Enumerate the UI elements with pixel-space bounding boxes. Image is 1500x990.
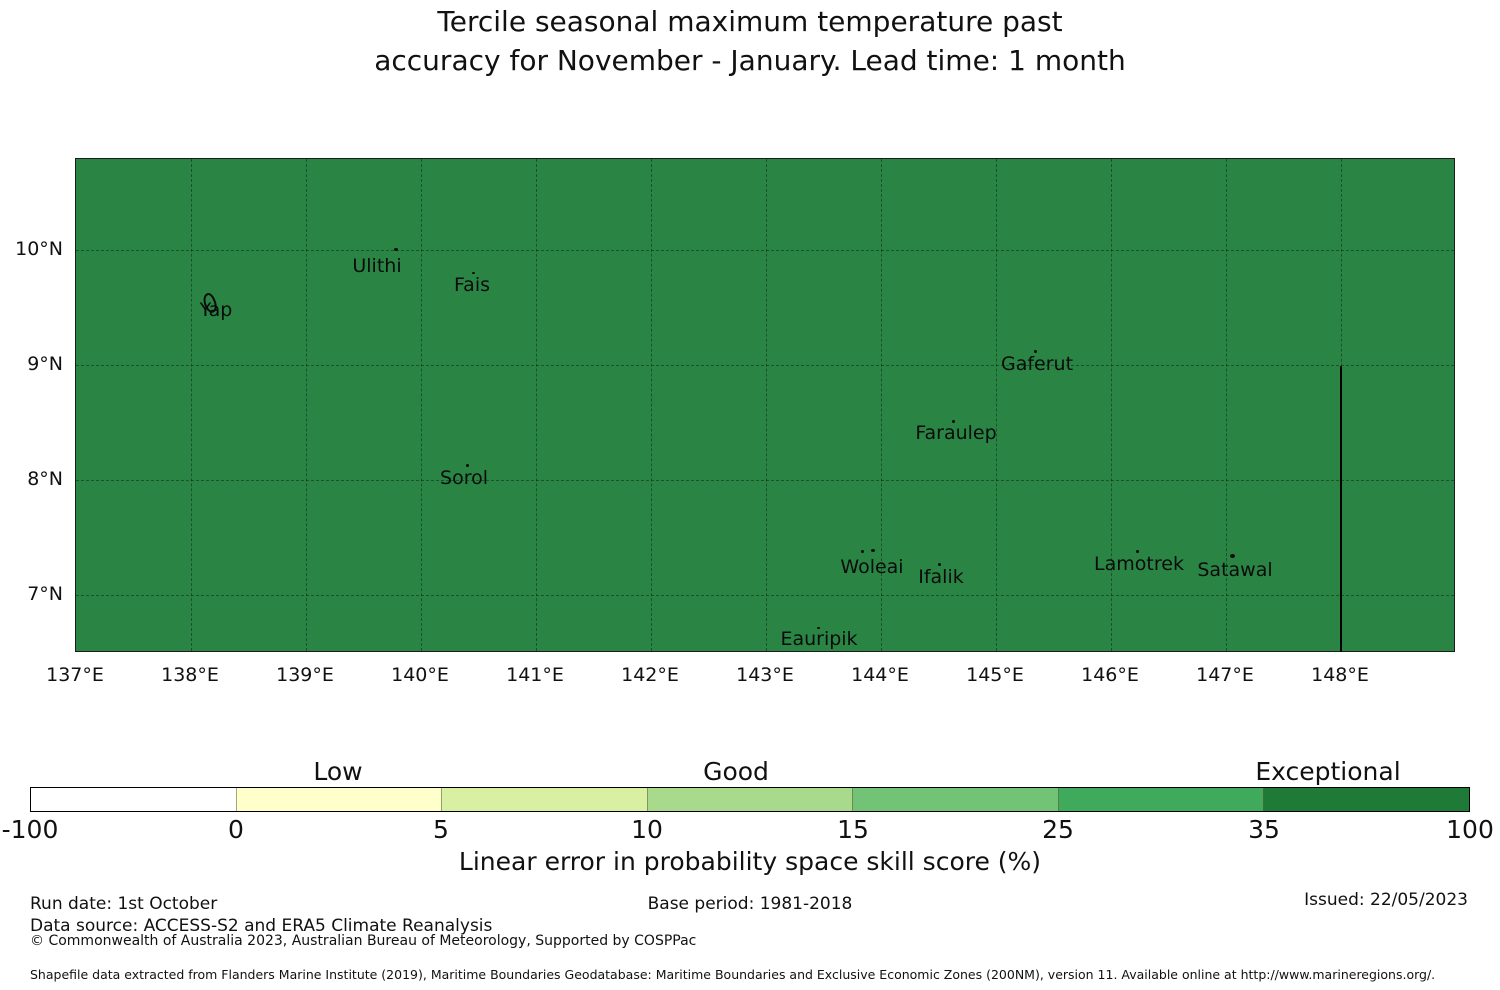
figure-title: Tercile seasonal maximum temperature pas… [0,2,1500,80]
issued-date-text: Issued: 22/05/2023 [1304,890,1468,910]
island-mark-sorol [465,463,469,467]
longitude-tick-label: 143°E [736,664,794,686]
map-gridline-horizontal [76,250,1454,251]
map-gridline-vertical [996,159,997,651]
island-label-eauripik: Eauripik [780,628,858,650]
figure-title-line1: Tercile seasonal maximum temperature pas… [437,5,1063,38]
island-mark-woleai [871,548,875,552]
map-gridline-vertical [1111,159,1112,651]
colorbar-category-label: Exceptional [1255,757,1401,786]
island-label-ulithi: Ulithi [352,255,402,277]
island-mark-faraulep [951,419,955,423]
island-label-sorol: Sorol [440,467,488,489]
map-gridline-vertical [536,159,537,651]
base-period-text: Base period: 1981-2018 [647,894,853,914]
longitude-tick-label: 141°E [506,664,564,686]
map-gridline-vertical [766,159,767,651]
colorbar-tick-label: 25 [1042,815,1074,844]
colorbar-axis-label: Linear error in probability space skill … [458,847,1042,876]
island-label-satawal: Satawal [1197,559,1273,581]
map-gridline-vertical [651,159,652,651]
colorbar-segment [31,788,236,811]
map-gridline-vertical [421,159,422,651]
island-mark-ifalik [937,562,941,566]
shapefile-note-text: Shapefile data extracted from Flanders M… [30,967,1436,982]
island-mark-satawal [1229,554,1235,558]
colorbar-tick-label: -100 [1,815,59,844]
island-label-woleai: Woleai [840,556,904,578]
island-label-faraulep: Faraulep [915,422,997,444]
longitude-tick-label: 137°E [46,664,104,686]
longitude-tick-label: 148°E [1311,664,1369,686]
island-mark-eauripik [816,627,820,629]
island-label-fais: Fais [453,274,491,296]
map-gridline-horizontal [76,365,1454,366]
island-label-lamotrek: Lamotrek [1094,553,1184,575]
run-date-text: Run date: 1st October [30,894,218,914]
map-canvas: Yap Ulithi Fais Sorol Gaferut Faraulep Woleai I… [75,158,1455,652]
latitude-tick-label: 8°N [27,468,63,490]
longitude-tick-label: 145°E [966,664,1024,686]
map-gridline-horizontal [76,595,1454,596]
map-gridline-vertical [1226,159,1227,651]
colorbar [30,787,1470,812]
island-mark-lamotrek [1135,549,1139,553]
longitude-tick-label: 138°E [161,664,219,686]
island-label-ifalik: Ifalik [918,566,964,588]
island-label-yap: Yap [199,299,233,321]
island-mark-ulithi [394,247,398,251]
longitude-tick-label: 142°E [621,664,679,686]
longitude-tick-label: 140°E [391,664,449,686]
island-mark-gaferut [1033,349,1037,353]
colorbar-category-label: Good [703,757,769,786]
copyright-text: © Commonwealth of Australia 2023, Austra… [30,933,697,949]
colorbar-tick-label: 100 [1446,815,1494,844]
island-mark-fais [471,272,475,274]
latitude-tick-label: 7°N [27,583,63,605]
longitude-tick-label: 139°E [276,664,334,686]
longitude-tick-label: 146°E [1081,664,1139,686]
map-gridline-vertical [306,159,307,651]
colorbar-tick-label: 0 [228,815,244,844]
colorbar-segment [1057,788,1264,811]
map-gridline-vertical [191,159,192,651]
latitude-tick-label: 9°N [27,353,63,375]
colorbar-segment [852,788,1058,811]
map-gridline-vertical [881,159,882,651]
colorbar-tick-label: 35 [1248,815,1280,844]
colorbar-tick-label: 10 [631,815,663,844]
island-label-gaferut: Gaferut [1000,353,1074,375]
colorbar-segment [441,788,647,811]
colorbar-segment [646,788,853,811]
longitude-tick-label: 144°E [851,664,909,686]
longitude-tick-label: 147°E [1196,664,1254,686]
island-mark-woleai [860,549,864,553]
colorbar-segment [1263,788,1470,811]
map-gridline-horizontal [76,480,1454,481]
colorbar-tick-label: 15 [837,815,869,844]
figure-title-line2: accuracy for November - January. Lead ti… [374,44,1126,77]
colorbar-category-label: Low [313,757,363,786]
colorbar-segment [235,788,442,811]
latitude-tick-label: 10°N [15,238,63,260]
maritime-boundary-line [1340,366,1342,652]
data-source-text: Data source: ACCESS-S2 and ERA5 Climate … [30,916,493,936]
colorbar-tick-label: 5 [433,815,449,844]
